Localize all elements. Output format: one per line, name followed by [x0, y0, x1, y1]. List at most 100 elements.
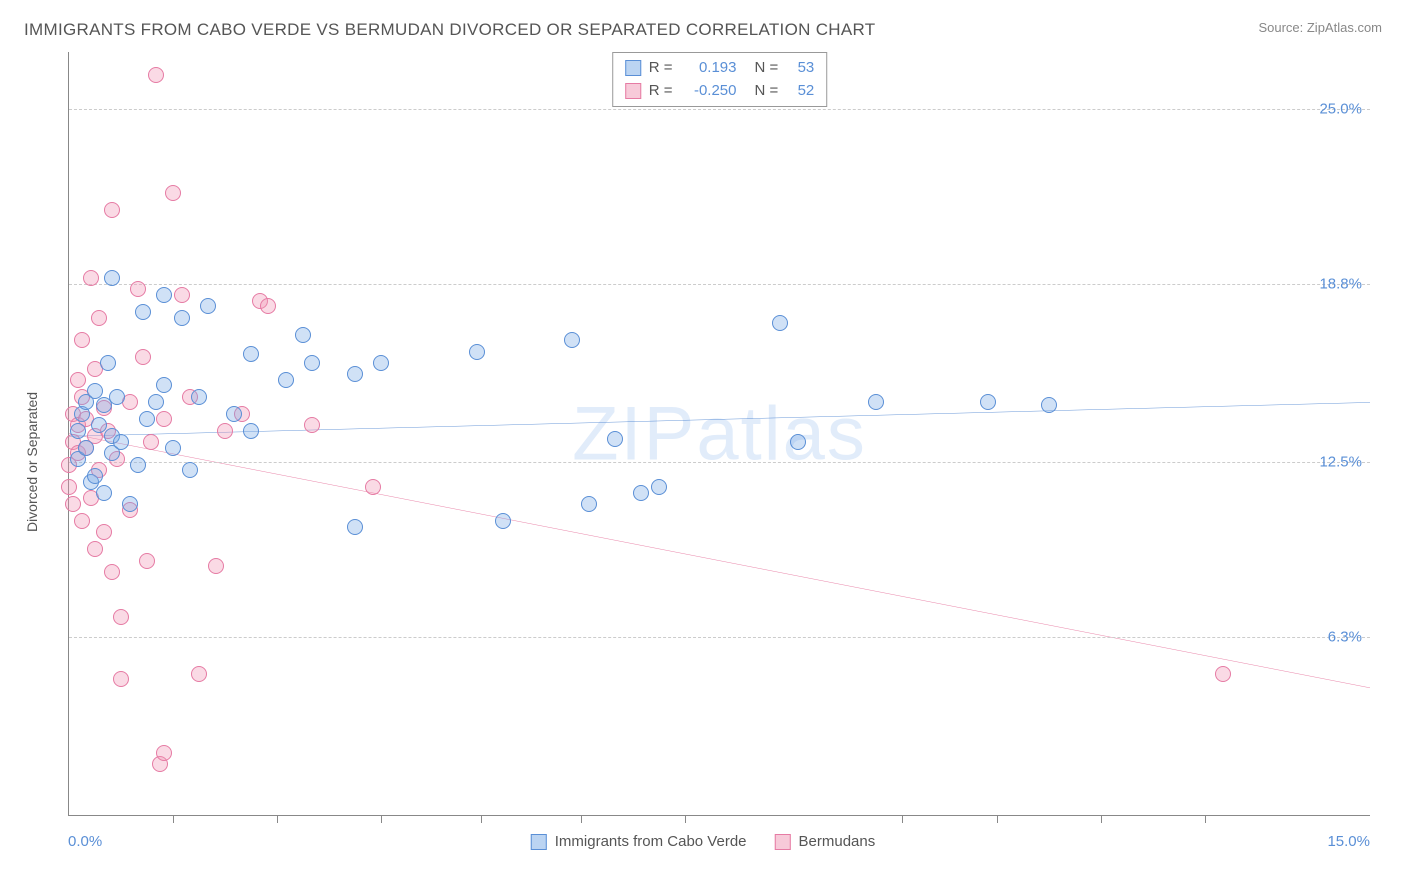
data-point	[260, 298, 276, 314]
x-tick	[581, 815, 582, 823]
data-point	[208, 558, 224, 574]
chart-title: IMMIGRANTS FROM CABO VERDE VS BERMUDAN D…	[24, 20, 875, 40]
data-point	[564, 332, 580, 348]
data-point	[243, 423, 259, 439]
data-point	[113, 671, 129, 687]
r-value-1: -0.250	[681, 80, 737, 103]
data-point	[217, 423, 233, 439]
y-axis-label: Divorced or Separated	[24, 392, 40, 532]
data-point	[104, 202, 120, 218]
swatch-series-0	[531, 834, 547, 850]
gridline	[69, 284, 1370, 285]
data-point	[1041, 397, 1057, 413]
x-tick	[173, 815, 174, 823]
data-point	[135, 304, 151, 320]
n-label: N =	[755, 57, 779, 80]
r-label: R =	[649, 80, 673, 103]
data-point	[633, 485, 649, 501]
y-tick-label: 12.5%	[1319, 453, 1362, 470]
data-point	[469, 344, 485, 360]
swatch-series-1	[775, 834, 791, 850]
gridline	[69, 109, 1370, 110]
data-point	[109, 389, 125, 405]
gridline	[69, 462, 1370, 463]
data-point	[156, 377, 172, 393]
data-point	[96, 485, 112, 501]
data-point	[113, 434, 129, 450]
swatch-series-1	[625, 83, 641, 99]
data-point	[83, 270, 99, 286]
trend-lines	[69, 52, 1370, 815]
data-point	[87, 541, 103, 557]
data-point	[100, 355, 116, 371]
data-point	[130, 281, 146, 297]
x-tick	[1205, 815, 1206, 823]
data-point	[148, 67, 164, 83]
data-point	[174, 287, 190, 303]
data-point	[65, 496, 81, 512]
x-axis-min-label: 0.0%	[68, 833, 102, 850]
data-point	[174, 310, 190, 326]
x-axis-max-label: 15.0%	[1327, 833, 1370, 850]
data-point	[104, 564, 120, 580]
series-1-name: Bermudans	[799, 833, 876, 850]
series-0-name: Immigrants from Cabo Verde	[555, 833, 747, 850]
data-point	[243, 346, 259, 362]
x-tick	[277, 815, 278, 823]
trend-line	[69, 402, 1370, 436]
data-point	[156, 287, 172, 303]
y-tick-label: 6.3%	[1328, 628, 1362, 645]
data-point	[1215, 666, 1231, 682]
data-point	[148, 394, 164, 410]
data-point	[226, 406, 242, 422]
data-point	[156, 411, 172, 427]
legend-stats: R = 0.193 N = 53 R = -0.250 N = 52	[612, 52, 828, 107]
data-point	[868, 394, 884, 410]
data-point	[70, 372, 86, 388]
data-point	[295, 327, 311, 343]
data-point	[347, 519, 363, 535]
data-point	[122, 496, 138, 512]
data-point	[74, 513, 90, 529]
data-point	[104, 270, 120, 286]
data-point	[607, 431, 623, 447]
data-point	[91, 310, 107, 326]
data-point	[96, 524, 112, 540]
data-point	[70, 423, 86, 439]
data-point	[304, 355, 320, 371]
data-point	[74, 332, 90, 348]
x-tick	[685, 815, 686, 823]
data-point	[143, 434, 159, 450]
data-point	[373, 355, 389, 371]
data-point	[113, 609, 129, 625]
trend-line	[69, 434, 1370, 688]
data-point	[156, 745, 172, 761]
data-point	[165, 185, 181, 201]
data-point	[191, 666, 207, 682]
n-value-1: 52	[786, 80, 814, 103]
x-tick	[1101, 815, 1102, 823]
data-point	[78, 440, 94, 456]
r-label: R =	[649, 57, 673, 80]
data-point	[182, 462, 198, 478]
legend-series: Immigrants from Cabo Verde Bermudans	[531, 833, 875, 850]
data-point	[139, 553, 155, 569]
data-point	[165, 440, 181, 456]
swatch-series-0	[625, 60, 641, 76]
data-point	[130, 457, 146, 473]
r-value-0: 0.193	[681, 57, 737, 80]
source-label: Source: ZipAtlas.com	[1258, 20, 1382, 35]
data-point	[135, 349, 151, 365]
data-point	[61, 479, 77, 495]
data-point	[980, 394, 996, 410]
x-tick	[381, 815, 382, 823]
gridline	[69, 637, 1370, 638]
y-tick-label: 25.0%	[1319, 100, 1362, 117]
n-label: N =	[755, 80, 779, 103]
data-point	[278, 372, 294, 388]
y-tick-label: 18.8%	[1319, 275, 1362, 292]
n-value-0: 53	[786, 57, 814, 80]
data-point	[651, 479, 667, 495]
data-point	[581, 496, 597, 512]
data-point	[200, 298, 216, 314]
